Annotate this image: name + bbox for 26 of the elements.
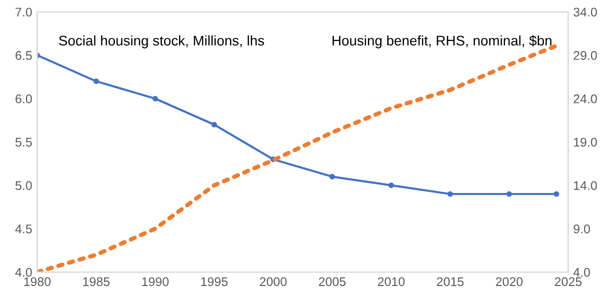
x-tick-label: 2015 bbox=[436, 277, 464, 286]
series-label: Housing benefit, RHS, nominal, $bn bbox=[332, 35, 552, 48]
x-tick-label: 1990 bbox=[142, 277, 169, 286]
y2-tick-label: 14.0 bbox=[574, 181, 597, 190]
y-tick-label: 6.0 bbox=[16, 94, 32, 104]
y2-tick-label: 19.0 bbox=[574, 138, 597, 147]
y-tick-label: 7.0 bbox=[16, 8, 32, 17]
y-tick-label: 6.5 bbox=[16, 51, 32, 60]
y-tick-label: 4.5 bbox=[15, 224, 32, 234]
y2-tick-label: 24.0 bbox=[574, 94, 597, 104]
x-tick-label: 2005 bbox=[318, 277, 346, 286]
y-tick-label: 4.0 bbox=[15, 268, 32, 277]
x-tick-label: 1980 bbox=[24, 277, 51, 286]
x-tick-label: 2000 bbox=[260, 277, 287, 286]
x-tick-label: 1985 bbox=[83, 277, 110, 286]
y2-tick-label: 9.0 bbox=[574, 224, 590, 234]
x-tick-label: 2010 bbox=[378, 277, 405, 286]
y2-tick-label: 4.0 bbox=[573, 268, 590, 277]
y2-tick-label: 34.0 bbox=[574, 8, 597, 17]
y2-tick-label: 29.0 bbox=[574, 51, 597, 60]
x-tick-label: 2020 bbox=[496, 277, 523, 286]
y-tick-label: 5.0 bbox=[15, 181, 32, 190]
x-tick-label: 1995 bbox=[201, 277, 228, 286]
x-tick-label: 2025 bbox=[554, 277, 582, 286]
y-tick-label: 5.5 bbox=[15, 138, 32, 147]
series-label: Social housing stock, Millions, lhs bbox=[59, 35, 264, 48]
